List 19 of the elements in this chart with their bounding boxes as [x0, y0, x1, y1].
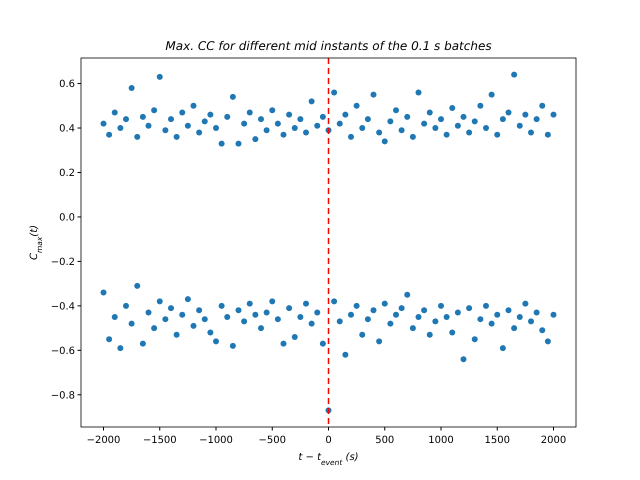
x-tick-label: −1000 [199, 435, 233, 446]
y-tick-label: −0.2 [50, 256, 75, 268]
x-tick-label: 1500 [484, 435, 510, 446]
chart-title: Max. CC for different mid instants of the 0.1 s batches [165, 39, 492, 53]
y-tick-label: 0.4 [59, 124, 75, 135]
y-tick-label: −0.6 [50, 346, 75, 357]
y-tick-label: 0.6 [59, 79, 75, 90]
y-tick-label: 0.0 [59, 212, 75, 224]
x-tick-label: 1000 [428, 435, 454, 446]
x-tick-label: −500 [258, 435, 286, 446]
x-tick-label: −1500 [142, 435, 177, 446]
x-tick-label: 0 [325, 435, 332, 446]
x-tick-label: −2000 [86, 435, 120, 446]
y-tick-label: 0.2 [59, 168, 75, 179]
x-tick-label: 2000 [540, 435, 566, 446]
x-tick-label: 500 [375, 435, 394, 446]
y-tick-label: −0.8 [50, 390, 75, 402]
y-tick-label: −0.4 [50, 301, 75, 312]
x-axis-title: t − t$_{event}$ (s) [298, 452, 359, 466]
